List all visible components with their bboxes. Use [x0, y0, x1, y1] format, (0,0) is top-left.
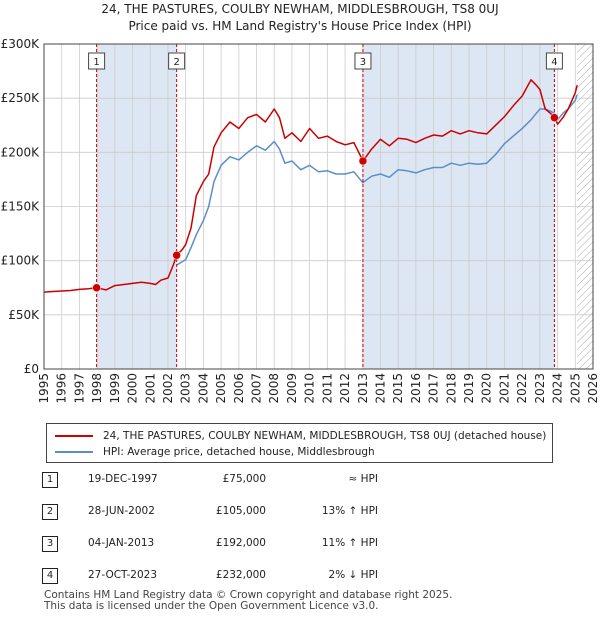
- transaction-hpi: 2% ↓ HPI: [328, 569, 378, 581]
- y-tick-label: £50K: [8, 308, 40, 322]
- footer: Contains HM Land Registry data © Crown c…: [44, 590, 452, 612]
- y-tick-label: £200K: [1, 145, 41, 159]
- table-row: 3 04-JAN-2013 £192,000 11% ↑ HPI: [42, 536, 562, 552]
- sale-point: [358, 156, 368, 166]
- x-tick-label: 2023: [533, 373, 547, 404]
- x-tick-label: 2007: [250, 373, 264, 404]
- x-tick-label: 2017: [427, 373, 441, 404]
- transaction-date: 27-OCT-2023: [88, 569, 157, 581]
- x-tick-label: 2006: [232, 373, 246, 404]
- x-tick-label: 1995: [37, 373, 51, 404]
- legend-swatch-hpi: [55, 451, 93, 453]
- y-tick-label: £300K: [1, 37, 41, 51]
- transaction-number: 2: [42, 504, 58, 520]
- price-chart: 24, THE PASTURES, COULBY NEWHAM, MIDDLES…: [1, 2, 600, 404]
- x-tick-label: 2020: [480, 373, 494, 404]
- x-tick-label: 2015: [391, 373, 405, 404]
- table-row: 4 27-OCT-2023 £232,000 2% ↓ HPI: [42, 568, 562, 584]
- x-tick-label: 2025: [568, 373, 582, 404]
- table-row: 1 19-DEC-1997 £75,000 ≈ HPI: [42, 472, 562, 488]
- x-tick-label: 2013: [356, 373, 370, 404]
- x-tick-label: 2014: [373, 373, 387, 404]
- transaction-number: 3: [42, 536, 58, 552]
- sale-label-box: [354, 52, 372, 70]
- x-tick-label: 2022: [515, 373, 529, 404]
- table-row: 2 28-JUN-2002 £105,000 13% ↑ HPI: [42, 504, 562, 520]
- chart-title: 24, THE PASTURES, COULBY NEWHAM, MIDDLES…: [101, 2, 498, 16]
- transaction-date: 19-DEC-1997: [88, 473, 158, 485]
- legend-item-property: 24, THE PASTURES, COULBY NEWHAM, MIDDLES…: [55, 429, 546, 443]
- sale-label: 1: [93, 57, 99, 68]
- x-tick-label: 1998: [90, 373, 104, 404]
- x-tick-label: 2008: [267, 373, 281, 404]
- chart-subtitle: Price paid vs. HM Land Registry's House …: [128, 19, 471, 33]
- x-tick-label: 2019: [462, 373, 476, 404]
- x-tick-label: 2018: [444, 373, 458, 404]
- x-tick-label: 2026: [586, 373, 600, 404]
- sale-label-box: [88, 52, 106, 70]
- transaction-hpi: 11% ↑ HPI: [321, 537, 378, 549]
- transaction-hpi: 13% ↑ HPI: [321, 505, 378, 517]
- x-tick-label: 2001: [143, 373, 157, 404]
- transaction-price: £192,000: [215, 537, 266, 549]
- transaction-date: 28-JUN-2002: [88, 505, 155, 517]
- y-tick-label: £0: [24, 362, 39, 376]
- transaction-price: £75,000: [222, 473, 266, 485]
- x-tick-label: 1999: [108, 373, 122, 404]
- x-tick-label: 2000: [126, 373, 140, 404]
- transaction-price: £232,000: [215, 569, 266, 581]
- plot-frame: [43, 43, 594, 370]
- sale-label-box: [168, 52, 186, 70]
- x-tick-label: 2009: [285, 373, 299, 404]
- sale-point: [172, 251, 181, 260]
- footer-copyright: Contains HM Land Registry data © Crown c…: [44, 589, 453, 601]
- transaction-price: £105,000: [215, 505, 266, 517]
- x-tick-label: 2010: [303, 373, 317, 404]
- legend-label-hpi: HPI: Average price, detached house, Midd…: [103, 446, 375, 458]
- transaction-number: 1: [42, 472, 58, 488]
- x-tick-label: 2012: [338, 373, 352, 404]
- x-tick-label: 2005: [214, 373, 228, 404]
- transaction-number: 4: [42, 568, 58, 584]
- x-tick-label: 2016: [409, 373, 423, 404]
- x-tick-label: 1997: [72, 373, 86, 404]
- sale-label: 2: [173, 57, 179, 68]
- sale-point: [92, 283, 101, 292]
- transaction-date: 04-JAN-2013: [88, 537, 155, 549]
- sale-point: [550, 113, 559, 122]
- x-tick-label: 2024: [551, 373, 565, 404]
- legend-label-property: 24, THE PASTURES, COULBY NEWHAM, MIDDLES…: [103, 430, 547, 442]
- sale-label: 4: [551, 57, 557, 68]
- y-tick-label: £100K: [1, 254, 41, 268]
- x-tick-label: 2021: [497, 373, 511, 404]
- sale-label-box: [545, 52, 563, 70]
- x-tick-label: 2004: [196, 373, 210, 404]
- sale-label: 3: [360, 57, 366, 68]
- hpi-series-line: [176, 94, 578, 266]
- footer-license: This data is licensed under the Open Gov…: [44, 600, 379, 612]
- legend-swatch-property: [55, 435, 93, 437]
- y-tick-label: £250K: [1, 91, 41, 105]
- x-tick-label: 2002: [161, 373, 175, 404]
- y-tick-label: £150K: [1, 200, 41, 214]
- x-tick-label: 2011: [320, 373, 334, 404]
- property-series-line: [43, 79, 578, 293]
- legend-item-hpi: HPI: Average price, detached house, Midd…: [55, 445, 375, 459]
- x-tick-label: 2003: [179, 373, 193, 404]
- transaction-hpi: ≈ HPI: [348, 473, 378, 485]
- x-tick-label: 1996: [55, 373, 69, 404]
- legend: 24, THE PASTURES, COULBY NEWHAM, MIDDLES…: [46, 423, 553, 463]
